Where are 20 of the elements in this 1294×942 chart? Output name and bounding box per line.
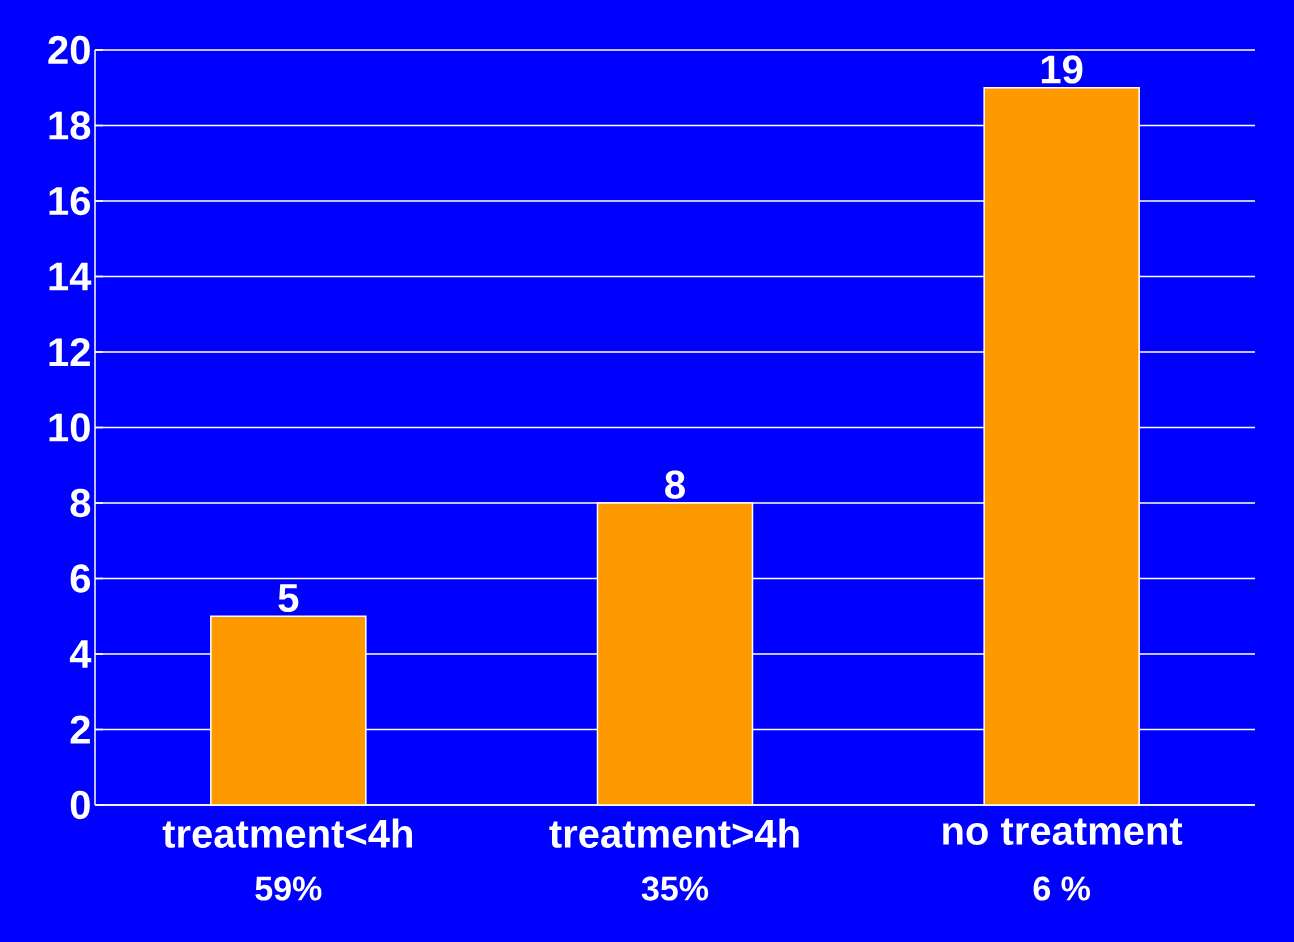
y-tick-label: 12 [49, 338, 90, 366]
data-label: 19 [1041, 55, 1083, 84]
text: 35% [641, 876, 709, 901]
y-tick-label: 2 [70, 715, 90, 744]
x-tick-label: no treatment [943, 818, 1183, 846]
data-label: 8 [665, 470, 685, 499]
y-tick-label: 0 [70, 790, 90, 820]
y-tick-label: 14 [49, 262, 92, 291]
y-tick-label: 20 [48, 35, 90, 65]
y-tick-label: 6 [70, 564, 91, 593]
x-tick-label: treatment<4h [162, 818, 412, 848]
y-tick-label: 8 [70, 488, 91, 518]
text: 59% [255, 876, 322, 901]
y-tick-label: 4 [69, 640, 92, 668]
y-tick-label: 18 [49, 111, 91, 140]
y-tick-label: 10 [49, 413, 90, 442]
data-label: 5 [278, 584, 299, 613]
x-tick-label: treatment>4h [549, 818, 799, 848]
text: 6 % [1033, 876, 1091, 901]
y-tick-label: 16 [49, 186, 91, 216]
